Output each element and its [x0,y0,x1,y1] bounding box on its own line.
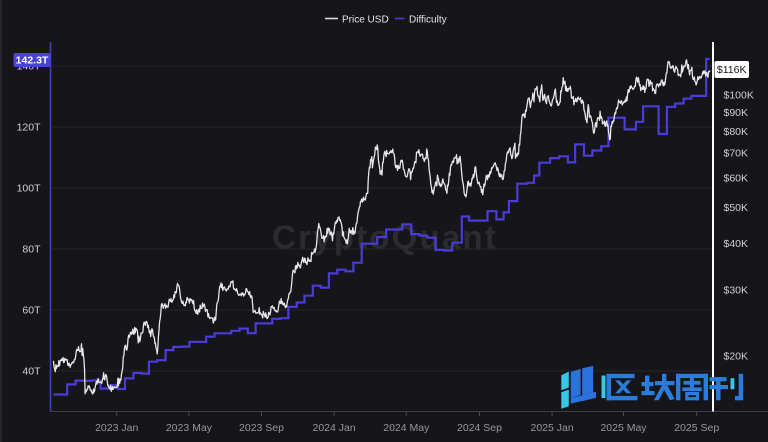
svg-text:2023 Sep: 2023 Sep [239,422,284,434]
svg-text:60T: 60T [22,305,41,317]
svg-text:$50K: $50K [724,202,749,214]
svg-text:2025 Sep: 2025 Sep [674,422,719,434]
svg-text:2024 Sep: 2024 Sep [457,422,502,434]
svg-text:80T: 80T [22,244,41,256]
svg-text:$116K: $116K [717,64,747,76]
svg-text:2025 Jan: 2025 Jan [530,422,573,434]
svg-text:$100K: $100K [724,90,754,102]
svg-text:40T: 40T [22,366,41,378]
svg-text:120T: 120T [17,122,42,134]
svg-text:$40K: $40K [724,238,749,250]
svg-text:100T: 100T [17,183,42,195]
svg-text:Price USD: Price USD [342,14,389,25]
svg-text:2023 May: 2023 May [166,422,213,434]
svg-text:142.3T: 142.3T [16,55,49,67]
svg-text:$30K: $30K [724,285,749,297]
svg-text:$70K: $70K [724,148,749,160]
svg-text:$20K: $20K [724,350,749,362]
svg-text:$60K: $60K [724,172,749,184]
svg-text:2023 Jan: 2023 Jan [95,422,138,434]
svg-text:$90K: $90K [724,107,749,119]
svg-text:Difficulty: Difficulty [409,14,447,25]
svg-text:$80K: $80K [724,126,749,138]
svg-text:2025 May: 2025 May [600,422,647,434]
svg-text:2024 May: 2024 May [383,422,430,434]
svg-text:2024 Jan: 2024 Jan [312,422,355,434]
